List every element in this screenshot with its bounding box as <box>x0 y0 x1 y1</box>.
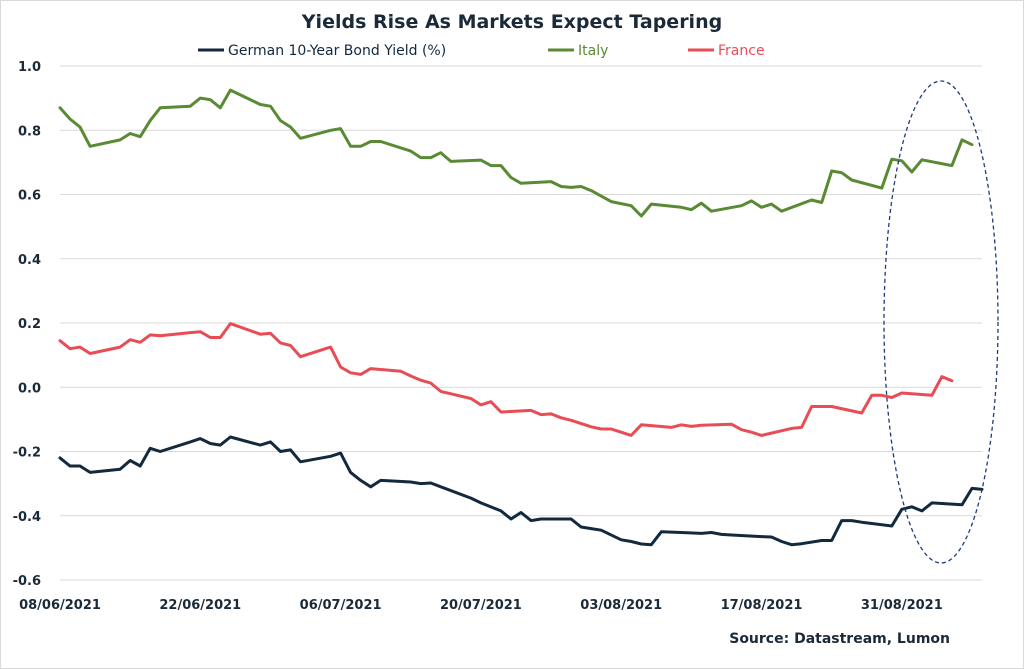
y-axis: 1.0 0.8 0.6 0.4 0.2 0.0 -0.2 -0.4 -0.6 <box>13 60 41 589</box>
chart-title: Yields Rise As Markets Expect Tapering <box>301 11 722 33</box>
source-note: Source: Datastream, Lumon <box>729 631 950 647</box>
y-tick-label: -0.6 <box>13 574 41 589</box>
series-line-france <box>58 322 954 437</box>
series-line-italy <box>58 88 974 218</box>
y-tick-label: 0.2 <box>18 317 41 332</box>
y-tick-label: 1.0 <box>18 60 41 75</box>
x-axis: 08/06/2021 22/06/2021 06/07/2021 20/07/2021… <box>19 598 943 613</box>
x-tick-label: 31/08/2021 <box>861 598 943 613</box>
series-line-german <box>58 435 984 547</box>
y-tick-label: -0.2 <box>13 446 41 461</box>
highlight-ellipse <box>883 80 999 564</box>
x-tick-label: 22/06/2021 <box>159 598 241 613</box>
x-tick-label: 08/06/2021 <box>19 598 101 613</box>
x-tick-label: 20/07/2021 <box>440 598 522 613</box>
y-tick-label: -0.4 <box>13 510 41 525</box>
y-tick-label: 0.4 <box>18 253 41 268</box>
y-tick-label: 0.8 <box>18 124 41 139</box>
legend-label-france: France <box>718 43 765 59</box>
legend-label-german: German 10-Year Bond Yield (%) <box>228 43 446 59</box>
gridlines <box>60 65 982 581</box>
x-tick-label: 06/07/2021 <box>300 598 382 613</box>
x-tick-label: 03/08/2021 <box>580 598 662 613</box>
y-tick-label: 0.6 <box>18 189 41 204</box>
legend-label-italy: Italy <box>578 43 608 59</box>
series-lines <box>58 88 984 547</box>
y-tick-label: 0.0 <box>18 381 41 396</box>
x-tick-label: 17/08/2021 <box>721 598 803 613</box>
legend: German 10-Year Bond Yield (%) Italy Fran… <box>198 43 765 59</box>
